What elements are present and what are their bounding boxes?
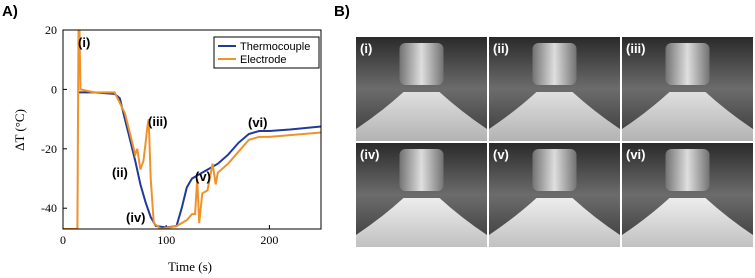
panel-label: B): [334, 3, 350, 20]
data-line: [63, 30, 321, 229]
legend-box: [213, 36, 320, 69]
data-line: [78, 91, 321, 229]
x-axis-label: Time (s): [168, 259, 212, 274]
plot-frame: [62, 29, 322, 230]
legend-label: Electrode: [240, 54, 286, 66]
photo-cone: [489, 198, 620, 247]
annotation: (ii): [112, 165, 128, 180]
y-tick-label: 20: [45, 23, 57, 37]
photo-cone: [489, 92, 620, 141]
photo-cone: [622, 198, 753, 247]
photo-label: (iii): [626, 41, 646, 56]
annotation: (v): [195, 169, 211, 184]
photo-crystal: [665, 149, 710, 191]
photo: (v): [489, 143, 620, 247]
photo: (ii): [489, 37, 620, 141]
panel-label: A): [2, 3, 18, 20]
photo-label: (v): [493, 147, 509, 162]
photo: (iii): [622, 37, 753, 141]
photo-crystal: [532, 43, 577, 85]
annotation: (vi): [248, 115, 268, 130]
annotation: (i): [78, 35, 90, 50]
annotation: (iii): [148, 114, 168, 129]
photo-cone: [622, 92, 753, 141]
photo: (vi): [622, 143, 753, 247]
photo-cone: [356, 198, 487, 247]
x-tick-label: 0: [60, 233, 66, 247]
photo-cone: [356, 92, 487, 141]
photo-crystal: [532, 149, 577, 191]
photo-label: (ii): [493, 41, 509, 56]
photo-crystal: [665, 43, 710, 85]
y-axis-label: ΔT (°C): [12, 109, 27, 151]
y-tick-label: -40: [41, 201, 57, 215]
legend-label: Thermocouple: [240, 41, 310, 53]
photo-crystal: [399, 149, 444, 191]
photo-crystal: [399, 43, 444, 85]
photo: (i): [356, 37, 487, 141]
photo: (iv): [356, 143, 487, 247]
annotation: (iv): [126, 210, 146, 225]
y-tick-label: 0: [51, 82, 57, 96]
x-tick-label: 200: [260, 233, 278, 247]
photo-label: (iv): [360, 147, 380, 162]
photo-label: (vi): [626, 147, 646, 162]
x-tick-label: 100: [157, 233, 175, 247]
photo-label: (i): [360, 41, 372, 56]
y-tick-label: -20: [41, 142, 57, 156]
